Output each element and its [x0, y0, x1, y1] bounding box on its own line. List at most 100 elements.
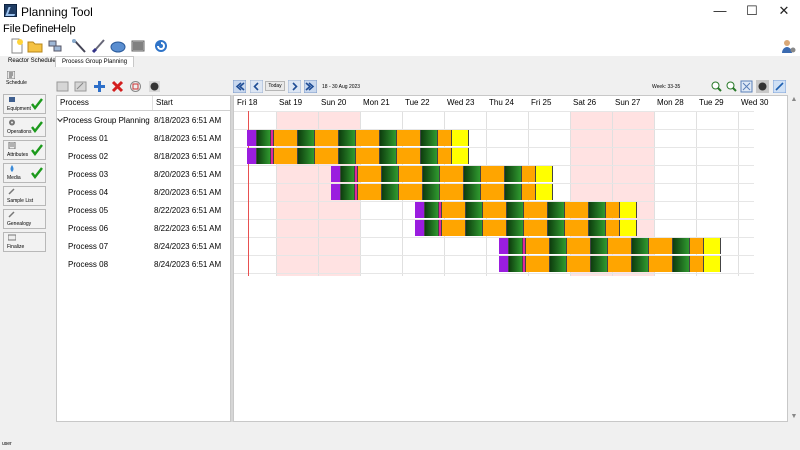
- sidebar-item-genealogy[interactable]: Genealogy: [3, 209, 46, 229]
- next-page-icon[interactable]: [288, 80, 301, 93]
- refresh-icon[interactable]: [153, 38, 169, 54]
- day-header: Sun 20: [321, 98, 347, 107]
- menu-define[interactable]: Define: [22, 23, 54, 35]
- group-row-start: 8/18/2023 6:51 AM: [154, 116, 222, 125]
- sidebar-item-sample-list[interactable]: Sample List: [3, 186, 46, 206]
- first-page-icon[interactable]: [233, 80, 246, 93]
- menu-help[interactable]: Help: [53, 23, 76, 35]
- copy-icon[interactable]: [129, 80, 142, 93]
- row-gridline: [234, 147, 754, 148]
- checkmark-icon: [31, 167, 43, 179]
- pen-icon[interactable]: [773, 80, 786, 93]
- task-segment: [380, 148, 397, 164]
- task-segment: [632, 238, 649, 254]
- task-segment: [620, 202, 637, 218]
- status-user: user: [2, 441, 12, 447]
- task-segment: [358, 166, 382, 182]
- table-row[interactable]: Process 04 8/20/2023 6:51 AM: [66, 186, 231, 204]
- sidebar-label-sample-list: Sample List: [7, 198, 34, 204]
- column-header-process[interactable]: Process: [60, 98, 89, 107]
- tab-process-group-planning[interactable]: Process Group Planning: [55, 56, 135, 67]
- sidebar-item-equipment[interactable]: Equipment: [3, 94, 46, 114]
- network-icon[interactable]: [47, 38, 63, 54]
- table-row[interactable]: Process 08 8/24/2023 6:51 AM: [66, 258, 231, 276]
- column-header-start[interactable]: Start: [156, 98, 173, 107]
- process-name: Process 05: [68, 206, 109, 215]
- scroll-up-arrow-icon[interactable]: ▲: [790, 96, 798, 103]
- task-segment: [505, 166, 522, 182]
- day-header: Sun 27: [615, 98, 641, 107]
- row-gridline: [234, 165, 754, 166]
- moon-icon[interactable]: [756, 80, 769, 93]
- task-segment: [423, 166, 440, 182]
- task-segment: [690, 238, 704, 254]
- today-button[interactable]: Today: [265, 81, 285, 91]
- day-gridline: [654, 111, 655, 276]
- group-row-name[interactable]: Process Group Planning: [63, 116, 150, 125]
- sidebar-item-attributes[interactable]: Attributes: [3, 140, 46, 160]
- minimize-button[interactable]: —: [713, 3, 727, 18]
- delete-icon[interactable]: [111, 80, 124, 93]
- zoom-out-icon[interactable]: [725, 80, 738, 93]
- task-segment: [523, 256, 526, 272]
- table-row[interactable]: Process 03 8/20/2023 6:51 AM: [66, 168, 231, 186]
- sidebar-item-schedule[interactable]: Schedule: [5, 70, 45, 88]
- title-bar: Planning Tool — ☐ ✕: [0, 0, 800, 22]
- task-segment: [591, 256, 608, 272]
- row-gridline: [234, 255, 754, 256]
- wand-icon[interactable]: [71, 38, 87, 54]
- barcode-icon[interactable]: [130, 38, 146, 54]
- fit-icon[interactable]: [740, 80, 753, 93]
- brush-icon[interactable]: [91, 38, 107, 54]
- new-document-icon[interactable]: [9, 38, 25, 54]
- previous-page-icon[interactable]: [250, 80, 263, 93]
- day-header: Thu 24: [489, 98, 514, 107]
- schedule-icon: [7, 71, 15, 79]
- day-header: Wed 23: [447, 98, 475, 107]
- chevron-down-icon[interactable]: [57, 117, 63, 123]
- user-settings-icon[interactable]: [780, 38, 796, 54]
- task-segment: [481, 184, 505, 200]
- tab-reactor-schedule[interactable]: Reactor Schedule: [8, 58, 56, 64]
- table-row[interactable]: Process 07 8/24/2023 6:51 AM: [66, 240, 231, 258]
- task-segment: [591, 238, 608, 254]
- save-icon[interactable]: [56, 80, 69, 93]
- table-row[interactable]: Process 05 8/22/2023 6:51 AM: [66, 204, 231, 222]
- close-button[interactable]: ✕: [778, 3, 790, 18]
- sidebar-label-attributes: Attributes: [7, 152, 29, 158]
- scroll-down-arrow-icon[interactable]: ▼: [790, 413, 798, 420]
- main-toolbar: [0, 36, 800, 56]
- table-row[interactable]: Process 06 8/22/2023 6:51 AM: [66, 222, 231, 240]
- table-row[interactable]: Process 01 8/18/2023 6:51 AM: [66, 132, 231, 150]
- table-row[interactable]: Process 02 8/18/2023 6:51 AM: [66, 150, 231, 168]
- panel-splitter[interactable]: [231, 95, 233, 422]
- lock-icon[interactable]: [148, 80, 161, 93]
- task-segment: [522, 184, 536, 200]
- task-segment: [438, 130, 452, 146]
- row-gridline: [234, 111, 754, 112]
- zoom-in-icon[interactable]: [710, 80, 723, 93]
- maximize-button[interactable]: ☐: [746, 3, 758, 18]
- edit-icon[interactable]: [74, 80, 87, 93]
- day-header: Mon 21: [363, 98, 390, 107]
- sidebar-item-operations[interactable]: Operations: [3, 117, 46, 137]
- process-name: Process 08: [68, 260, 109, 269]
- task-segment: [331, 166, 341, 182]
- open-folder-icon[interactable]: [27, 38, 43, 54]
- gantt-chart: Fri 18 Sat 19 Sun 20 Mon 21 Tue 22 Wed 23 Thu …: [233, 95, 788, 422]
- sidebar-item-finalize[interactable]: Finalize: [3, 232, 46, 252]
- last-page-icon[interactable]: [304, 80, 317, 93]
- cloud-icon[interactable]: [110, 38, 126, 54]
- sidebar-label-genealogy: Genealogy: [7, 221, 32, 227]
- add-icon[interactable]: [93, 80, 106, 93]
- menu-file[interactable]: File: [3, 23, 21, 35]
- task-segment: [606, 220, 620, 236]
- vertical-scrollbar[interactable]: ▲ ▼: [788, 95, 800, 422]
- task-segment: [505, 184, 522, 200]
- task-segment: [567, 256, 591, 272]
- status-bar: user: [0, 440, 800, 450]
- task-segment: [524, 220, 548, 236]
- task-segment: [341, 184, 355, 200]
- sidebar-item-media[interactable]: Media: [3, 163, 46, 183]
- checkmark-icon: [31, 121, 43, 133]
